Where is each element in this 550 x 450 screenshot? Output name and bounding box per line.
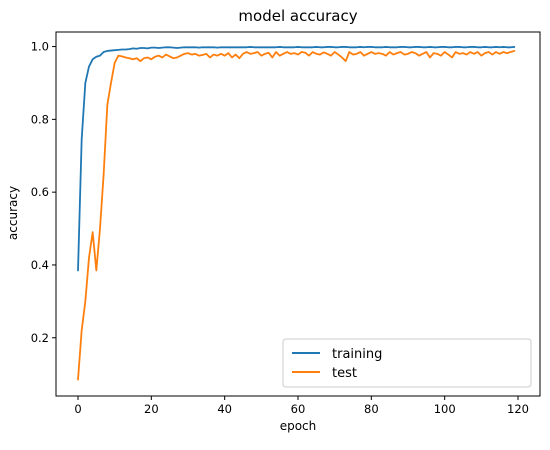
series-line-training (77, 46, 516, 272)
plot-area: 0 20 40 60 80 100 120 0.2 0.4 0.6 0.8 1.0 training te… (31, 31, 541, 416)
y-tick-label: 0.8 (31, 112, 49, 126)
x-tick-label: 20 (144, 402, 159, 416)
series-line-test (77, 50, 516, 381)
x-tick-label: 120 (507, 402, 529, 416)
legend-label-test: test (332, 366, 357, 381)
legend-label-training: training (332, 347, 382, 362)
legend-box (282, 338, 532, 388)
x-tick-label: 60 (291, 402, 306, 416)
x-axis-label: epoch (280, 419, 317, 433)
y-tick-label: 0.2 (31, 331, 49, 345)
chart-title: model accuracy (238, 7, 357, 25)
y-tick-label: 1.0 (31, 40, 49, 54)
x-tick-label: 80 (364, 402, 379, 416)
y-tick-label: 0.6 (31, 185, 49, 199)
y-tick-label: 0.4 (31, 258, 49, 272)
x-tick-label: 0 (74, 402, 81, 416)
x-tick-label: 100 (434, 402, 456, 416)
y-axis-label: accuracy (6, 186, 20, 240)
x-tick-label: 40 (217, 402, 232, 416)
